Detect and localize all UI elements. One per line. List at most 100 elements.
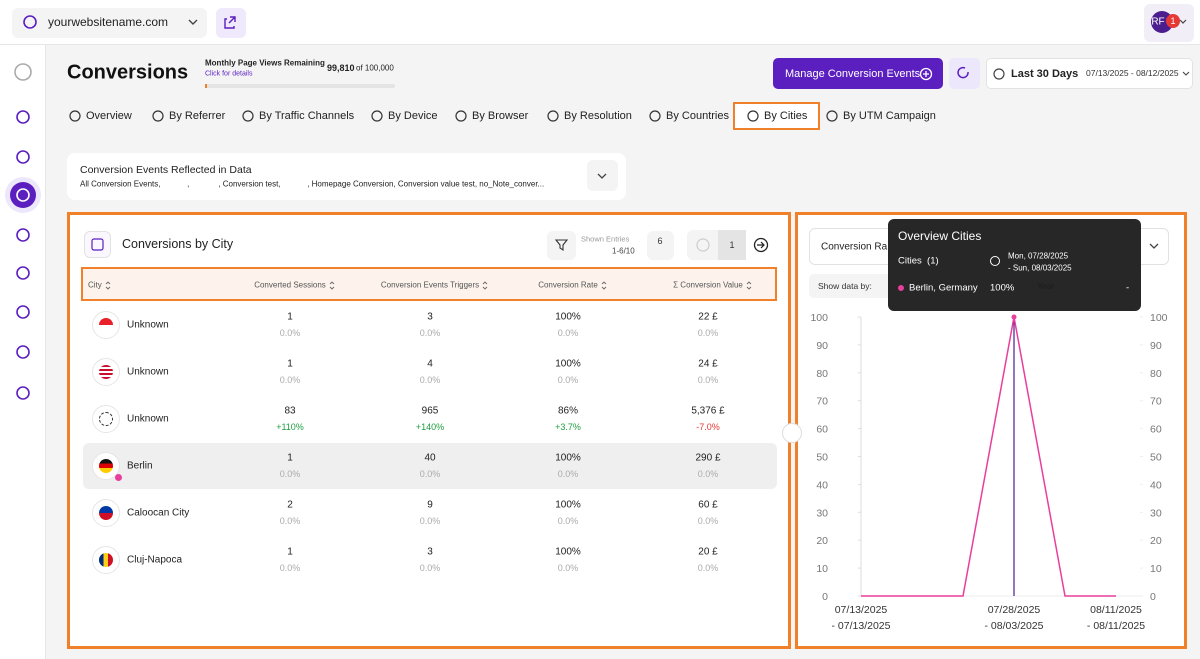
tab[interactable]: By Resolution <box>564 110 632 122</box>
y-tick-label: 40 <box>816 479 828 491</box>
manage-button-label: Manage Conversion Events <box>785 68 920 80</box>
filter-icon <box>556 240 567 250</box>
cell-value: 4 <box>427 359 433 370</box>
flag <box>99 318 113 332</box>
cell-change: 0.0% <box>420 328 441 338</box>
sort-icon <box>330 282 334 289</box>
tab[interactable]: By UTM Campaign <box>843 110 936 122</box>
tooltip-date: Mon, 07/28/2025 <box>1008 252 1068 261</box>
notification-count: 1 <box>1170 16 1175 26</box>
tooltip-item: Berlin, Germany <box>909 283 978 294</box>
flag <box>99 365 113 379</box>
shown-entries-label: Shown Entries <box>581 235 629 244</box>
cell-change: 0.0% <box>420 516 441 526</box>
sidebar-icon <box>17 346 29 358</box>
sidebar-icon <box>17 229 29 241</box>
next-arrow <box>757 242 764 248</box>
site-icon <box>24 16 36 28</box>
cell-change: 0.0% <box>698 375 719 385</box>
chevron <box>1180 20 1186 23</box>
sidebar-icon <box>17 151 29 163</box>
cell-value: 2 <box>287 500 293 511</box>
flag <box>99 506 113 520</box>
column-header[interactable]: Converted Sessions <box>254 281 326 290</box>
show-by-label: Show data by: <box>818 281 872 291</box>
cell-value: 290 £ <box>695 453 720 464</box>
line-series <box>861 317 1116 596</box>
period: Last 30 Days <box>1011 68 1078 80</box>
cell-change: 0.0% <box>280 469 301 479</box>
sort-icon <box>483 282 487 289</box>
tab[interactable]: By Cities <box>764 110 807 122</box>
table-title: Conversions by City <box>122 237 233 251</box>
chevron <box>1183 72 1189 75</box>
cell-change: 0.0% <box>420 375 441 385</box>
tab[interactable]: By Referrer <box>169 110 225 122</box>
sidebar-icon <box>17 387 29 399</box>
chevron <box>189 20 197 24</box>
page-number[interactable]: 1 <box>729 240 734 250</box>
cell-value: 100% <box>555 359 581 370</box>
city-name: Unknown <box>127 367 169 378</box>
cell-change: 0.0% <box>698 563 719 573</box>
tab-icon <box>372 111 382 121</box>
cell-change: 0.0% <box>558 328 579 338</box>
column-header[interactable]: Conversion Rate <box>538 281 598 290</box>
y2-tick-label: 100 <box>1150 312 1168 324</box>
filter-events: All Conversion Events, , , Conversion te… <box>80 180 544 189</box>
y2-tick-label: 50 <box>1150 452 1162 464</box>
prev-page <box>697 239 709 251</box>
cell-change: 0.0% <box>558 469 579 479</box>
cell-value: 100% <box>555 500 581 511</box>
tab[interactable]: Overview <box>86 110 132 122</box>
sort-icon <box>747 282 751 289</box>
cell-change: 0.0% <box>420 469 441 479</box>
y-tick-label: 0 <box>822 591 828 603</box>
quota-total: of 100,000 <box>356 64 394 73</box>
tab[interactable]: By Countries <box>666 110 729 122</box>
sidebar-icon <box>17 111 29 123</box>
city-name: Unknown <box>127 414 169 425</box>
cell-value: 86% <box>558 406 578 417</box>
y-tick-label: 90 <box>816 340 828 352</box>
cell-value: 9 <box>427 500 433 511</box>
cell-change: 0.0% <box>698 328 719 338</box>
refresh-icon <box>958 68 968 78</box>
tab[interactable]: By Device <box>388 110 438 122</box>
tab-icon <box>548 111 558 121</box>
sort-icon <box>106 282 110 289</box>
y-tick-label: 100 <box>810 312 828 324</box>
quota-link[interactable]: Click for details <box>205 71 252 78</box>
selected-row[interactable] <box>83 443 777 489</box>
column-header[interactable]: Σ Conversion Value <box>673 281 743 290</box>
y2-tick-label: 90 <box>1150 340 1162 352</box>
tab[interactable]: By Traffic Channels <box>259 110 354 122</box>
cell-value: 24 £ <box>698 359 717 370</box>
tab-icon <box>650 111 660 121</box>
cell-change: +3.7% <box>555 422 581 432</box>
y2-tick-label: 0 <box>1150 591 1156 603</box>
chevron <box>598 174 606 178</box>
cell-value: 22 £ <box>698 312 717 323</box>
column-header[interactable]: City <box>88 281 102 290</box>
city-name: Caloocan City <box>127 508 189 519</box>
page-size[interactable]: 6 <box>657 236 662 246</box>
tab[interactable]: By Browser <box>472 110 528 122</box>
tooltip-group: Cities (1) <box>898 256 939 267</box>
avatar-initials: RF <box>1151 17 1164 28</box>
flag <box>99 412 113 426</box>
y-tick-label: 50 <box>816 452 828 464</box>
y-tick-label: 10 <box>816 563 828 575</box>
cell-change: 0.0% <box>558 375 579 385</box>
cell-value: 60 £ <box>698 500 717 511</box>
cell-value: 40 <box>424 453 435 464</box>
city-name: Unknown <box>127 320 169 331</box>
sidebar-icon <box>15 64 31 80</box>
y2-tick-label: 80 <box>1150 368 1162 380</box>
column-header[interactable]: Conversion Events Triggers <box>381 281 479 290</box>
cell-value: 20 £ <box>698 547 717 558</box>
tooltip-date: - Sun, 08/03/2025 <box>1008 264 1072 273</box>
tab-icon <box>456 111 466 121</box>
